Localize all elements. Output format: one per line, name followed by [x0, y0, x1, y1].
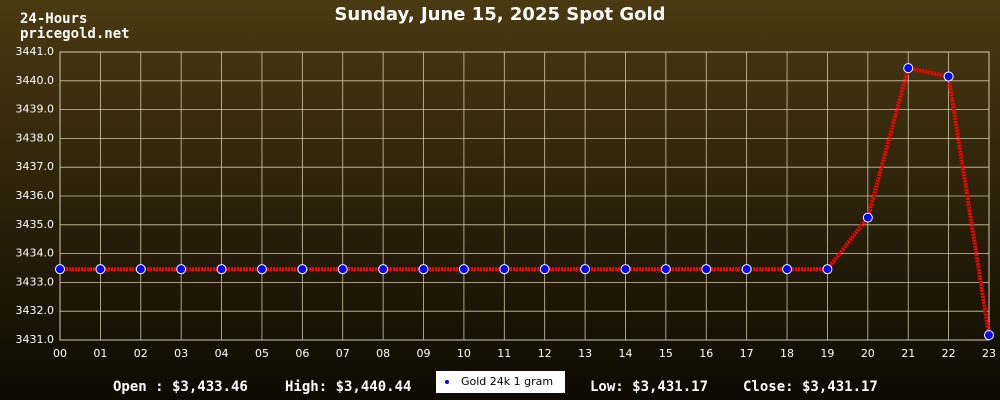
chart-title: Sunday, June 15, 2025 Spot Gold	[334, 4, 665, 25]
x-tick-label: 02	[134, 347, 148, 360]
marker	[297, 264, 308, 275]
y-tick-label: 3434.0	[16, 247, 55, 260]
marker	[378, 264, 389, 275]
x-tick-label: 17	[740, 347, 754, 360]
stat: Open : $3,433.46	[113, 379, 248, 395]
x-tick-label: 06	[295, 347, 309, 360]
marker	[984, 330, 994, 341]
x-tick-label: 16	[699, 347, 713, 360]
stat: Close: $3,431.17	[743, 379, 878, 395]
marker	[620, 264, 631, 275]
source: pricegold.net	[20, 26, 130, 42]
marker	[539, 264, 550, 275]
x-tick-label: 10	[457, 347, 471, 360]
x-tick-label: 15	[659, 347, 673, 360]
marker	[580, 264, 591, 275]
x-tick-label: 22	[942, 347, 956, 360]
y-tick-label: 3436.0	[16, 189, 55, 202]
legend	[436, 371, 565, 393]
marker	[95, 264, 106, 275]
x-tick-label: 11	[497, 347, 511, 360]
y-tick-label: 3440.0	[16, 74, 55, 87]
marker	[741, 264, 752, 275]
x-tick-label: 09	[417, 347, 431, 360]
x-tick-label: 03	[174, 347, 188, 360]
y-tick-label: 3441.0	[16, 45, 55, 58]
marker	[701, 264, 712, 275]
x-tick-label: 00	[53, 347, 67, 360]
marker	[782, 264, 793, 275]
marker	[943, 71, 954, 82]
x-tick-label: 01	[93, 347, 107, 360]
x-tick-label: 12	[538, 347, 552, 360]
marker	[135, 264, 146, 275]
marker	[903, 63, 914, 74]
marker	[458, 264, 469, 275]
stat: High: $3,440.44	[285, 379, 411, 395]
marker	[256, 264, 267, 275]
legend-label: Gold 24k 1 gram	[461, 375, 553, 388]
x-tick-label: 14	[618, 347, 632, 360]
x-tick-label: 23	[982, 347, 996, 360]
marker	[176, 264, 187, 275]
y-tick-label: 3439.0	[16, 103, 55, 116]
x-tick-label: 08	[376, 347, 390, 360]
x-tick-label: 05	[255, 347, 269, 360]
y-tick-label: 3435.0	[16, 218, 55, 231]
line	[60, 65, 991, 336]
marker	[822, 264, 833, 275]
x-tick-label: 07	[336, 347, 350, 360]
y-tick-label: 3433.0	[16, 275, 55, 288]
stat: Low: $3,431.17	[590, 379, 708, 395]
marker	[337, 264, 348, 275]
x-tick-label: 04	[215, 347, 229, 360]
y-tick-label: 3432.0	[16, 304, 55, 317]
marker	[55, 264, 65, 275]
x-tick-label: 21	[901, 347, 915, 360]
x-tick-label: 18	[780, 347, 794, 360]
x-tick-label: 13	[578, 347, 592, 360]
marker	[216, 264, 227, 275]
marker	[660, 264, 671, 275]
x-tick-label: 20	[861, 347, 875, 360]
y-tick-label: 3431.0	[16, 333, 55, 346]
x-tick-label: 19	[820, 347, 834, 360]
marker	[499, 264, 510, 275]
y-tick-label: 3437.0	[16, 160, 55, 173]
marker	[862, 212, 873, 223]
y-tick-label: 3438.0	[16, 131, 55, 144]
marker	[418, 264, 429, 275]
legend-marker	[445, 380, 449, 384]
subtitle: 24-Hours	[20, 11, 87, 27]
